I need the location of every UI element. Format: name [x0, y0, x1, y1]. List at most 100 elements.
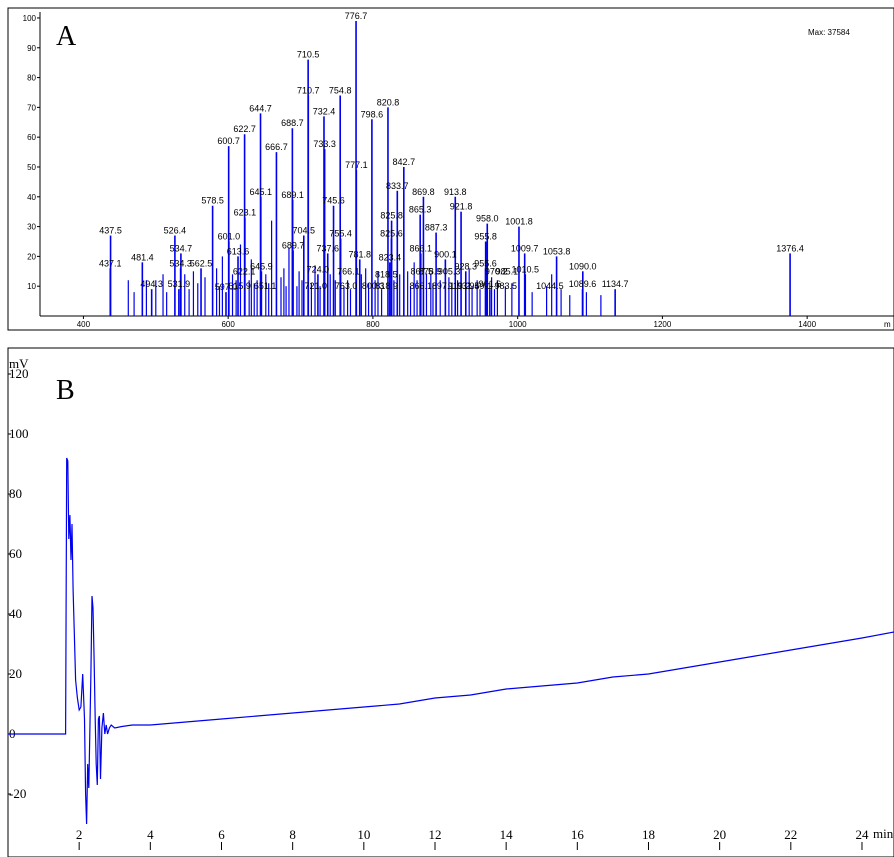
panel-b-series-line [8, 457, 894, 825]
panel-b-x-tick-label: 10 [357, 827, 370, 842]
panel-a-peak-label: 777.1 [345, 160, 368, 170]
panel-a-extra-label: 983.5 [494, 281, 517, 291]
panel-b-y-tick-label: 60 [9, 546, 22, 561]
panel-a-peak-label: 776.7 [345, 11, 368, 21]
panel-a-peak-label: 825.6 [380, 229, 403, 239]
panel-a-peak-label: 1376.4 [776, 243, 804, 253]
panel-a-x-tick-label: 800 [366, 320, 380, 329]
panel-a-y-tick-label: 10 [27, 282, 36, 291]
panel-a-peak-label: 745.6 [322, 196, 345, 206]
panel-a-peak-label: 622.7 [233, 124, 256, 134]
panel-a-peak-label: 833.7 [386, 181, 409, 191]
panel-b-y-tick-label: 100 [9, 426, 29, 441]
panel-a-peak-label: 494.3 [140, 279, 163, 289]
panel-a-peak-label: 613.6 [227, 246, 250, 256]
panel-a-extra-label: 949.1 [470, 281, 493, 291]
panel-a-peak-label: 754.8 [329, 85, 352, 95]
panel-a-peak-label: 798.6 [361, 109, 384, 119]
panel-a-peak-label: 600.7 [217, 136, 240, 146]
panel-a-extra-label: 651.1 [254, 281, 277, 291]
panel-a-y-tick-label: 50 [27, 163, 36, 172]
panel-b-ylabel: mV [9, 356, 29, 371]
panel-b-xlabel: min [873, 826, 894, 841]
panel-a-x-unit: m [884, 320, 891, 329]
panel-a-y-tick-label: 100 [23, 14, 37, 23]
panel-a-y-tick-label: 40 [27, 193, 36, 202]
panel-a-peak-label: 1053.8 [543, 246, 571, 256]
panel-b-x-tick-label: 18 [642, 827, 655, 842]
panel-a-max-text: Max: 37584 [808, 28, 850, 37]
panel-a-peak-label: 865.3 [409, 205, 432, 215]
panel-a-peak-label: 437.1 [99, 258, 122, 268]
panel-a-extra-label: 818.5 [375, 269, 398, 279]
panel-b-x-tick-label: 24 [855, 827, 869, 842]
panel-a-extra-label: 866.1 [409, 281, 432, 291]
panel-b-x-tick-label: 20 [713, 827, 726, 842]
panel-b-x-tick-label: 2 [76, 827, 83, 842]
panel-b-x-tick-label: 14 [500, 827, 514, 842]
panel-a-peaks [109, 20, 791, 316]
panel-a-peak-label: 958.0 [476, 214, 499, 224]
panel-a-peak-label: 842.7 [393, 157, 416, 167]
panel-a-peak-label: 887.3 [425, 223, 448, 233]
panel-a-peak-label: 710.5 [297, 50, 320, 60]
panel-a-extra-label: 800.3 [362, 281, 385, 291]
panel-a-extra-label: 1044.5 [536, 281, 564, 291]
panel-a-peak-label: 1134.7 [602, 279, 629, 289]
panel-a-peak-label: 737.6 [316, 243, 339, 253]
panel-a-extra-label: 763.0 [335, 281, 358, 291]
panel-a-extra-label: 818.9 [375, 281, 398, 291]
panel-a-extra-label: 622.1 [233, 266, 256, 276]
panel-a-peak-label: 825.8 [380, 211, 403, 221]
panel-a-minor-peaks [127, 220, 602, 316]
panel-a-y-tick-label: 70 [27, 103, 36, 112]
panel-a-peak-label: 820.8 [377, 97, 400, 107]
panel-a-peak-label: 755.4 [329, 229, 352, 239]
panel-b-y-tick-label: 40 [9, 606, 22, 621]
panel-a-extra-label: 867.5 [411, 266, 434, 276]
panel-a-peak-label: 921.8 [450, 202, 473, 212]
panel-b-y-tick-label: 80 [9, 486, 22, 501]
panel-a-peak-label: 597.0 [215, 282, 238, 292]
panel-a-frame [7, 7, 894, 331]
panel-a-peak-label: 1009.7 [511, 243, 539, 253]
panel-b-y-tick-label: 20 [9, 666, 22, 681]
panel-a-peak-label: 531.9 [168, 279, 191, 289]
panel-a-y-tick-label: 90 [27, 44, 36, 53]
panel-a-peak-label: 601.0 [218, 231, 241, 241]
panel-b-y-tick-label: 120 [9, 366, 29, 381]
panel-a-label: A [56, 21, 77, 52]
panel-a-peak-label: 534.7 [170, 243, 193, 253]
panel-a-peak-label: 866.1 [409, 243, 432, 253]
panel-a-peak-label: 526.4 [164, 226, 187, 236]
panel-a-y-tick-label: 80 [27, 74, 36, 83]
panel-a-peak-label: 689.7 [282, 240, 305, 250]
panel-a-extra-label: 615.9 [228, 281, 251, 291]
panel-a-extra-label: 878.9 [419, 266, 442, 276]
panel-a-extra-label: 931.5 [457, 281, 480, 291]
panel-b-label: B [56, 375, 75, 406]
panel-a-peak-label: 724.0 [307, 264, 330, 274]
panel-a-peak-label: 534.3 [169, 258, 192, 268]
panel-a-extra-label: 985.1 [496, 266, 519, 276]
panel-a-peak-label: 913.8 [444, 187, 467, 197]
panel-a-peak-label: 666.7 [265, 142, 288, 152]
panel-a-peak-label: 955.8 [474, 231, 497, 241]
panel-a-extra-label: 919.2 [448, 281, 471, 291]
panel-a-x-tick-label: 600 [221, 320, 235, 329]
panel-a-peak-label: 481.4 [131, 252, 154, 262]
panel-a-peak-label: 704.5 [293, 226, 316, 236]
panel-b-x-tick-label: 4 [147, 827, 154, 842]
panel-a-peak-label: 900.1 [434, 249, 457, 259]
panel-a-peak-label: 645.9 [250, 261, 273, 271]
panel-b-x-tick-label: 12 [428, 827, 441, 842]
panel-a-peak-label: 955.6 [474, 258, 497, 268]
panel-a-peak-label: 623.1 [234, 208, 257, 218]
panel-a-peak-label: 733.3 [313, 139, 336, 149]
panel-a-peak-label: 437.5 [99, 226, 122, 236]
panel-a-peak-label: 645.1 [250, 187, 273, 197]
panel-a-peak-label: 961.6 [479, 279, 502, 289]
panel-a-extra-label: 721.0 [304, 281, 327, 291]
